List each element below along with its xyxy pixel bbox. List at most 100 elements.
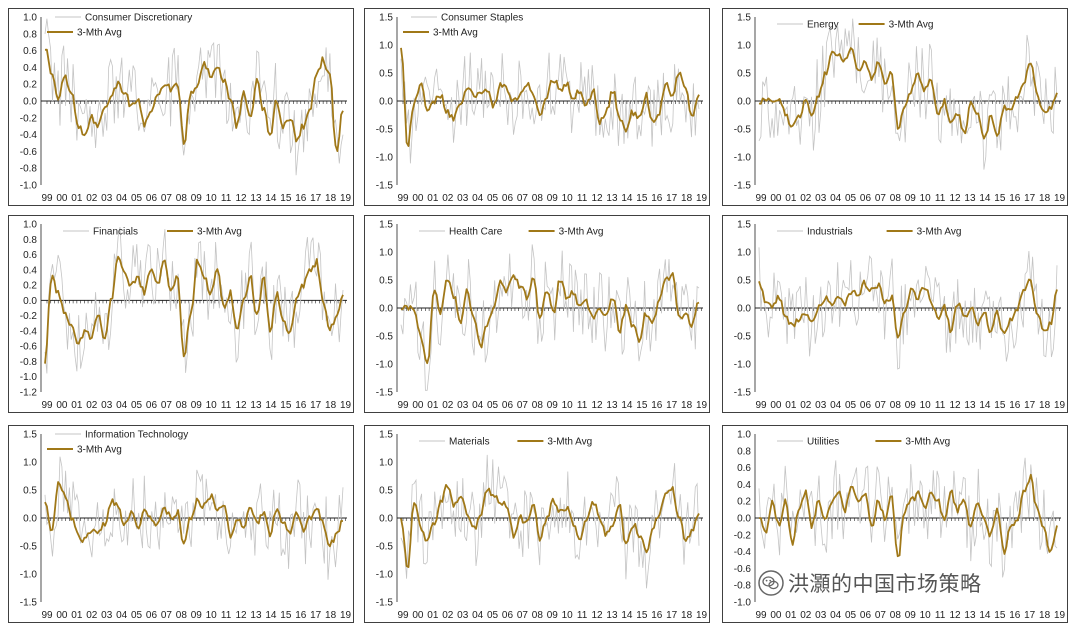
x-tick-label: 17 — [310, 610, 322, 621]
y-tick-label: 0.0 — [737, 514, 751, 525]
x-tick-label: 99 — [755, 610, 767, 621]
x-tick-label: 09 — [547, 400, 559, 411]
x-tick-label: 00 — [56, 400, 68, 411]
x-tick-label: 99 — [755, 400, 767, 411]
y-tick-label: -1.0 — [734, 360, 752, 371]
x-tick-label: 08 — [532, 610, 544, 621]
y-tick-label: 1.5 — [737, 13, 751, 24]
chart-svg: 1.0 0.8 0.6 0.4 0.2 0.0 -0.2 -0.4 -0.6 -0.8 -1.099… — [734, 430, 1066, 622]
avg-series-line — [400, 272, 700, 365]
x-tick-label: 09 — [191, 193, 203, 204]
legend: Consumer Discretionary 3-Mth Avg — [47, 13, 192, 39]
legend: Information Technology 3-Mth Avg — [47, 430, 188, 456]
y-tick-label: -0.4 — [20, 326, 38, 337]
x-tick-label: 19 — [696, 400, 708, 411]
x-tick-label: 19 — [1054, 193, 1066, 204]
x-tick-label: 15 — [636, 610, 648, 621]
x-tick-label: 14 — [621, 610, 633, 621]
x-tick-label: 18 — [1039, 193, 1051, 204]
avg-series-line — [400, 484, 700, 569]
x-tick-label: 00 — [770, 193, 782, 204]
x-tick-label: 14 — [265, 193, 277, 204]
x-tick-label: 13 — [964, 610, 976, 621]
y-tick-label: 0.4 — [23, 63, 37, 74]
x-tick-label: 19 — [340, 610, 352, 621]
x-tick-label: 02 — [442, 400, 454, 411]
x-tick-label: 04 — [830, 610, 842, 621]
x-tick-label: 16 — [295, 610, 307, 621]
legend-avg-label: 3-Mth Avg — [433, 28, 478, 39]
y-tick-label: -1.0 — [734, 153, 752, 164]
x-tick-label: 10 — [562, 400, 574, 411]
legend-avg-label: 3-Mth Avg — [559, 227, 604, 238]
legend: Utilities 3-Mth Avg — [777, 437, 950, 448]
x-tick-label: 00 — [412, 610, 424, 621]
x-tick-label: 12 — [235, 400, 247, 411]
x-tick-label: 01 — [71, 400, 83, 411]
x-tick-label: 00 — [412, 400, 424, 411]
x-tick-label: 09 — [905, 400, 917, 411]
avg-series-line — [758, 473, 1058, 558]
x-tick-label: 15 — [280, 400, 292, 411]
chart-svg: 1.5 1.0 0.5 0.0 -0.5 -1.0 -1.599 00 01 02 03 04 05 06… — [376, 430, 708, 622]
raw-series-line — [758, 18, 1058, 170]
x-tick-label: 16 — [651, 400, 663, 411]
x-tick-label: 06 — [502, 193, 514, 204]
legend-avg-label: 3-Mth Avg — [889, 20, 934, 31]
y-tick-label: -1.5 — [376, 181, 394, 192]
x-tick-label: 18 — [325, 193, 337, 204]
x-tick-label: 17 — [310, 400, 322, 411]
x-tick-label: 06 — [502, 400, 514, 411]
x-tick-label: 11 — [221, 610, 232, 621]
x-tick-label: 10 — [206, 610, 218, 621]
x-tick-label: 18 — [325, 610, 337, 621]
x-tick-label: 15 — [280, 610, 292, 621]
y-tick-label: 1.0 — [23, 220, 37, 231]
x-tick-label: 01 — [427, 610, 439, 621]
y-tick-label: -0.5 — [376, 125, 394, 136]
legend-sector-label: Industrials — [807, 227, 853, 238]
y-tick-label: 1.0 — [23, 458, 37, 469]
x-tick-label: 07 — [161, 610, 173, 621]
y-tick-label: 0.4 — [737, 480, 751, 491]
x-tick-label: 14 — [265, 610, 277, 621]
y-tick-label: 0.0 — [379, 97, 393, 108]
x-tick-label: 03 — [101, 610, 113, 621]
x-tick-label: 05 — [845, 193, 857, 204]
x-tick-label: 02 — [86, 193, 98, 204]
y-tick-label: -0.5 — [376, 332, 394, 343]
x-tick-label: 11 — [221, 193, 232, 204]
x-tick-label: 09 — [905, 193, 917, 204]
x-tick-label: 11 — [935, 610, 946, 621]
x-tick-label: 12 — [591, 193, 603, 204]
y-tick-label: -0.2 — [734, 530, 752, 541]
x-tick-label: 99 — [397, 610, 409, 621]
y-tick-label: 0.0 — [737, 304, 751, 315]
x-tick-label: 16 — [295, 193, 307, 204]
x-tick-label: 12 — [949, 610, 961, 621]
legend-sector-label: Consumer Staples — [441, 13, 523, 24]
x-tick-label: 10 — [562, 193, 574, 204]
raw-series-line — [758, 247, 1058, 370]
y-tick-label: -0.5 — [20, 542, 38, 553]
legend-sector-label: Information Technology — [85, 430, 188, 441]
x-tick-label: 01 — [71, 610, 83, 621]
x-tick-label: 16 — [1009, 400, 1021, 411]
x-tick-label: 09 — [547, 610, 559, 621]
y-tick-label: 0.0 — [379, 514, 393, 525]
x-tick-label: 09 — [191, 610, 203, 621]
avg-series-line — [758, 47, 1058, 140]
y-tick-label: -1.5 — [734, 388, 752, 399]
x-tick-label: 10 — [920, 400, 932, 411]
x-tick-label: 12 — [949, 193, 961, 204]
x-tick-label: 02 — [442, 193, 454, 204]
chart-health-care: 1.5 1.0 0.5 0.0 -0.5 -1.0 -1.5 99 00 01 02 03 04 05 06… — [364, 215, 710, 413]
x-tick-label: 02 — [442, 610, 454, 621]
x-tick-label: 04 — [116, 193, 128, 204]
x-tick-label: 02 — [86, 610, 98, 621]
x-tick-label: 01 — [427, 400, 439, 411]
x-tick-label: 08 — [890, 610, 902, 621]
x-tick-label: 03 — [101, 193, 113, 204]
y-tick-label: 0.5 — [379, 276, 393, 287]
x-tick-label: 15 — [280, 193, 292, 204]
